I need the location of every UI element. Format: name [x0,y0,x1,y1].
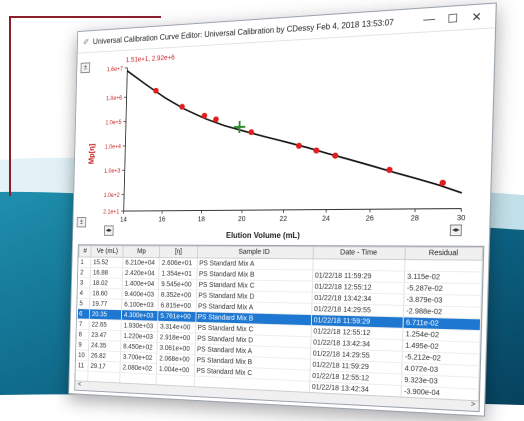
x-tick-label: 28 [411,215,420,223]
y-tick-label: 1.0e+6 [106,96,123,103]
x-tick-label: 22 [279,216,287,223]
calibration-point [295,142,303,149]
calibration-curve [124,53,466,197]
table-cell[interactable]: 5 [77,298,91,309]
table-cell[interactable]: 11 [76,360,89,372]
calibration-point [439,179,447,187]
y-tick-label: 2.1e+1 [103,210,119,216]
column-header[interactable]: Mp [123,245,161,258]
calibration-editor-window: ✐ Universal Calibration Curve Editor: Un… [68,2,497,417]
x-axis-label: Elution Volume (mL) [226,231,301,240]
y-axis-line [124,68,128,211]
table-cell[interactable]: 15.52 [90,257,124,268]
table-cell[interactable]: 18.60 [90,288,123,300]
x-tick-label: 14 [120,217,127,224]
table-cell[interactable] [404,259,483,272]
table-cell[interactable]: 6 [77,308,90,320]
minimize-button[interactable]: — [423,12,436,27]
maximize-button[interactable]: ☐ [447,11,459,26]
table-cell[interactable]: 9.545e+00 [158,278,197,291]
calibration-point [201,112,208,119]
app-icon: ✐ [82,36,90,47]
x-scroll-right-buttons[interactable]: ◂▸ [449,224,463,237]
y-tick-label: 1.0e+4 [105,145,122,151]
table-cell[interactable]: 8 [76,329,90,340]
table-cell[interactable]: 10 [76,349,89,361]
column-header[interactable]: Sample ID [197,246,314,259]
table-cell[interactable]: 16.88 [90,267,123,279]
table-cell[interactable]: 2.420e+04 [122,267,160,279]
x-tick-label: 26 [366,215,374,222]
x-tick-label: 16 [158,216,165,223]
calibration-point [248,129,255,136]
y-tick-label: 1.0e+3 [104,169,121,175]
x-tick-label: 18 [198,216,206,223]
calibration-point [313,147,320,154]
column-header[interactable]: [η] [159,246,198,258]
table-cell[interactable]: 7 [77,318,90,330]
scroll-right-arrow[interactable]: > [470,401,476,409]
cursor-annotation: 1.51e+1, 2.92e+6 [126,54,175,64]
x-tick-label: 30 [457,215,466,223]
x-scroll-left-buttons[interactable]: ◂▸ [103,225,114,236]
table-cell[interactable]: 18.02 [90,277,123,289]
column-header[interactable]: # [78,245,92,258]
table-cell[interactable]: 4 [77,287,91,299]
close-button[interactable]: ✕ [471,10,482,24]
y-tick-label: 1.0e+5 [105,120,122,126]
scroll-left-arrow[interactable]: < [77,381,82,389]
x-tick-label: 20 [238,216,246,223]
column-header[interactable]: Residual [405,247,483,261]
table-cell[interactable]: 2 [78,267,91,278]
x-tick-label: 24 [322,216,330,223]
calibration-table[interactable]: # Ve (mL) Mp [η] Sample ID Date - Time Residua… [74,244,485,413]
calibration-point [213,116,219,123]
table-cell[interactable]: 8.352e+00 [158,289,197,301]
y-tick-label: 1.6e+7 [107,67,123,74]
data-grid[interactable]: # Ve (mL) Mp [η] Sample ID Date - Time Residua… [75,245,483,401]
table-cell[interactable]: 9 [76,339,90,351]
table-cell[interactable]: 1.354e+01 [159,268,197,280]
y-tick-label: 1.0e+2 [104,193,120,199]
table-cell[interactable]: 1 [78,256,92,268]
decorative-bracket [9,16,161,196]
chart-svg[interactable]: 1.51e+1, 2.92e+6 Mp[η] Elution Volume (m… [73,28,495,242]
calibration-chart[interactable]: ± ± 1.51e+1, 2.92e+6 Mp[η] Elution Volum… [73,28,495,242]
table-cell[interactable]: 1.400e+04 [122,278,160,290]
x-axis-line [124,209,462,212]
table-cell[interactable]: 3 [78,277,91,289]
column-header[interactable]: Date - Time [312,246,406,260]
column-header[interactable]: Ve (mL) [91,245,124,258]
table-cell[interactable]: 9.400e+03 [122,288,159,301]
y-axis-label: Mp[η] [88,143,96,164]
table-cell[interactable]: 2.606e+01 [159,257,198,269]
table-cell[interactable]: 6.210e+04 [122,257,160,269]
calibration-point [332,152,339,159]
